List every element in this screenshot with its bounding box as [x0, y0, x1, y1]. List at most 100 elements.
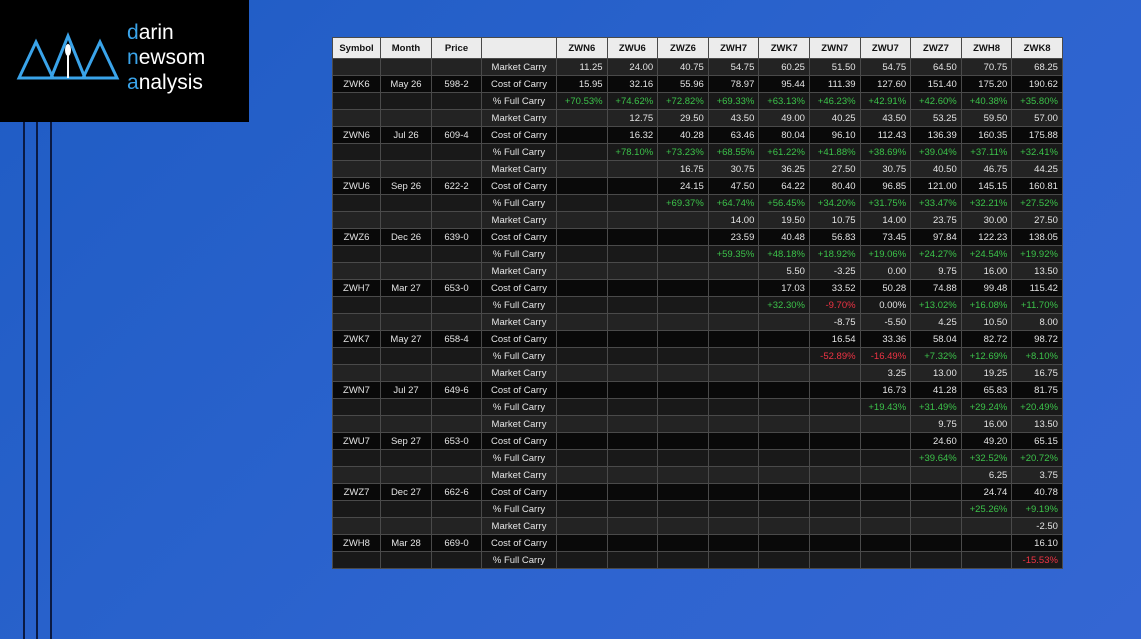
- empty-cell: [606, 262, 659, 280]
- empty-cell: [556, 279, 608, 297]
- value-cell: 6.25: [960, 466, 1013, 484]
- empty-cell: [657, 432, 709, 450]
- value-cell: +42.91%: [859, 92, 912, 110]
- table-row: Market Carry 12.75 29.50 43.50 49.00 40.25 43.…: [332, 109, 1063, 127]
- empty-cell: [758, 364, 810, 382]
- empty-cell: [657, 296, 709, 314]
- value-cell: -8.75: [808, 313, 861, 331]
- row-label: Cost of Carry: [481, 432, 557, 450]
- value-cell: 47.50: [707, 177, 760, 195]
- empty-cell: [859, 551, 912, 569]
- value-cell: 96.10: [808, 126, 861, 144]
- table-row: ZWK6 May 26 598-2 Cost of Carry 15.95 32.16 55…: [332, 75, 1063, 93]
- row-label: Market Carry: [481, 109, 557, 127]
- empty-cell: [657, 279, 709, 297]
- empty-cell: [657, 245, 709, 263]
- empty-cell: [556, 449, 608, 467]
- empty-cell: [707, 517, 760, 535]
- header-cell: ZWU7: [859, 37, 912, 59]
- empty-cell: [431, 313, 482, 331]
- empty-cell: [707, 313, 760, 331]
- price-cell: 662-6: [431, 483, 482, 501]
- value-cell: 3.75: [1011, 466, 1063, 484]
- row-label: Cost of Carry: [481, 177, 557, 195]
- header-cell: ZWZ6: [657, 37, 709, 59]
- value-cell: 160.81: [1011, 177, 1063, 195]
- empty-cell: [556, 466, 608, 484]
- empty-cell: [657, 551, 709, 569]
- empty-cell: [758, 347, 810, 365]
- empty-cell: [758, 313, 810, 331]
- header-cell: Symbol: [332, 37, 381, 59]
- empty-cell: [556, 398, 608, 416]
- empty-cell: [431, 194, 482, 212]
- value-cell: 29.50: [657, 109, 709, 127]
- empty-cell: [910, 483, 962, 501]
- value-cell: 5.50: [758, 262, 810, 280]
- empty-cell: [657, 415, 709, 433]
- empty-cell: [910, 534, 962, 552]
- empty-cell: [758, 500, 810, 518]
- row-label: % Full Carry: [481, 245, 557, 263]
- empty-cell: [758, 330, 810, 348]
- empty-cell: [556, 500, 608, 518]
- row-label: % Full Carry: [481, 347, 557, 365]
- value-cell: 95.44: [758, 75, 810, 93]
- month-cell: Dec 27: [380, 483, 432, 501]
- empty-cell: [808, 483, 861, 501]
- decor-line: [23, 122, 25, 639]
- price-cell: 639-0: [431, 228, 482, 246]
- empty-cell: [859, 500, 912, 518]
- value-cell: 122.23: [960, 228, 1013, 246]
- value-cell: +37.11%: [960, 143, 1013, 161]
- value-cell: -2.50: [1011, 517, 1063, 535]
- empty-cell: [556, 534, 608, 552]
- row-label: % Full Carry: [481, 500, 557, 518]
- empty-cell: [859, 517, 912, 535]
- value-cell: +19.06%: [859, 245, 912, 263]
- symbol-cell: ZWZ6: [332, 228, 381, 246]
- value-cell: 160.35: [960, 126, 1013, 144]
- value-cell: 121.00: [910, 177, 962, 195]
- empty-cell: [556, 228, 608, 246]
- value-cell: +27.52%: [1011, 194, 1063, 212]
- empty-cell: [960, 551, 1013, 569]
- row-label: % Full Carry: [481, 194, 557, 212]
- row-label: % Full Carry: [481, 551, 557, 569]
- value-cell: 98.72: [1011, 330, 1063, 348]
- empty-cell: [380, 466, 432, 484]
- empty-cell: [707, 415, 760, 433]
- empty-cell: [808, 449, 861, 467]
- empty-cell: [332, 296, 381, 314]
- price-cell: 609-4: [431, 126, 482, 144]
- month-cell: Mar 27: [380, 279, 432, 297]
- row-label: % Full Carry: [481, 398, 557, 416]
- empty-cell: [707, 398, 760, 416]
- value-cell: 68.25: [1011, 58, 1063, 76]
- table-row: Market Carry -2.50: [332, 517, 1063, 535]
- empty-cell: [657, 517, 709, 535]
- value-cell: 59.50: [960, 109, 1013, 127]
- row-label: Market Carry: [481, 466, 557, 484]
- row-label: % Full Carry: [481, 92, 557, 110]
- value-cell: 16.73: [859, 381, 912, 399]
- value-cell: 96.85: [859, 177, 912, 195]
- empty-cell: [707, 381, 760, 399]
- symbol-cell: ZWK6: [332, 75, 381, 93]
- empty-cell: [808, 415, 861, 433]
- value-cell: 41.28: [910, 381, 962, 399]
- empty-cell: [657, 313, 709, 331]
- value-cell: +40.38%: [960, 92, 1013, 110]
- row-label: Cost of Carry: [481, 228, 557, 246]
- symbol-cell: ZWH8: [332, 534, 381, 552]
- decor-line: [50, 122, 52, 639]
- month-cell: Sep 26: [380, 177, 432, 195]
- value-cell: 112.43: [859, 126, 912, 144]
- empty-cell: [859, 415, 912, 433]
- value-cell: 50.28: [859, 279, 912, 297]
- month-cell: Dec 26: [380, 228, 432, 246]
- row-label: Cost of Carry: [481, 330, 557, 348]
- empty-cell: [380, 58, 432, 76]
- value-cell: 65.15: [1011, 432, 1063, 450]
- empty-cell: [657, 483, 709, 501]
